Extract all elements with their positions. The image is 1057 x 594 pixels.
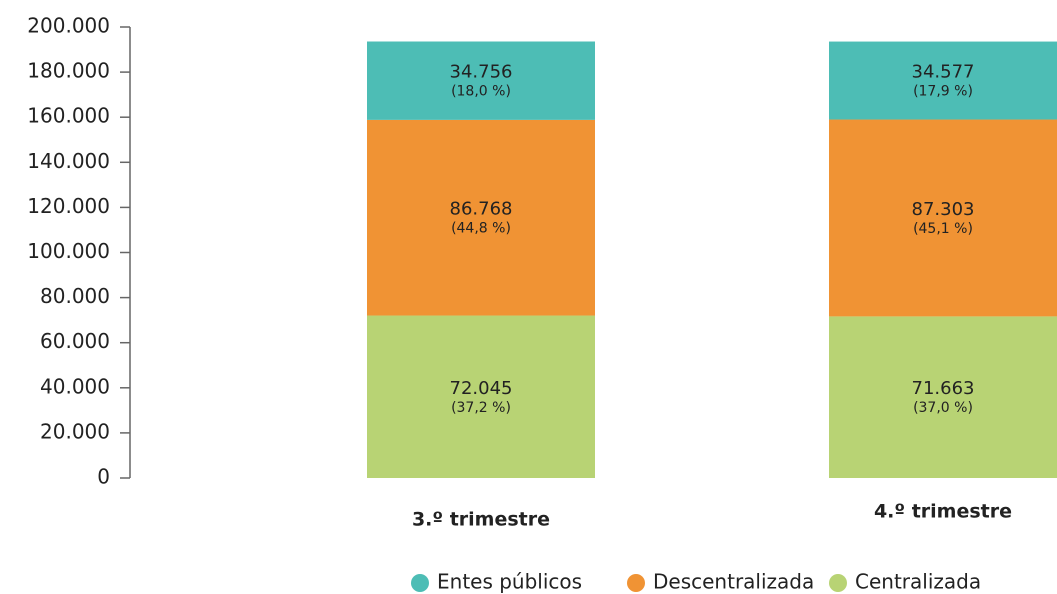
value-label: 87.303 [912,199,975,220]
bar-segment [829,119,1057,317]
bar-segment [829,316,1057,478]
legend-swatch [411,574,429,592]
legend-swatch [627,574,645,592]
value-label: 72.045 [450,378,513,399]
value-label: 86.768 [450,199,513,220]
bar-segment [829,41,1057,120]
legend-swatch [829,574,847,592]
legend-label: Centralizada [855,570,981,594]
y-tick-label: 60.000 [40,329,110,353]
value-label: 34.756 [450,62,513,83]
share-label: (37,2 %) [451,400,511,416]
x-tick-label: 3.º trimestre [412,509,550,531]
x-tick-label: 4.º trimestre [874,501,1012,523]
y-tick-label: 100.000 [27,239,110,263]
share-label: (45,1 %) [913,221,973,237]
bar-segment [367,315,595,478]
bar-segment [367,119,595,316]
y-tick-label: 20.000 [40,419,110,443]
legend-label: Descentralizada [653,570,814,594]
value-label: 34.577 [912,62,975,83]
value-label: 71.663 [912,378,975,399]
y-tick-label: 140.000 [27,149,110,173]
legend-label: Entes públicos [437,570,582,594]
share-label: (17,9 %) [913,84,973,100]
y-tick-label: 160.000 [27,104,110,128]
bar-segment [367,41,595,120]
share-label: (37,0 %) [913,400,973,416]
share-label: (44,8 %) [451,221,511,237]
y-tick-label: 200.000 [27,14,110,38]
y-tick-label: 80.000 [40,284,110,308]
y-tick-label: 0 [97,465,110,489]
share-label: (18,0 %) [451,84,511,100]
y-tick-label: 180.000 [27,59,110,83]
y-tick-label: 120.000 [27,194,110,218]
y-tick-label: 40.000 [40,374,110,398]
